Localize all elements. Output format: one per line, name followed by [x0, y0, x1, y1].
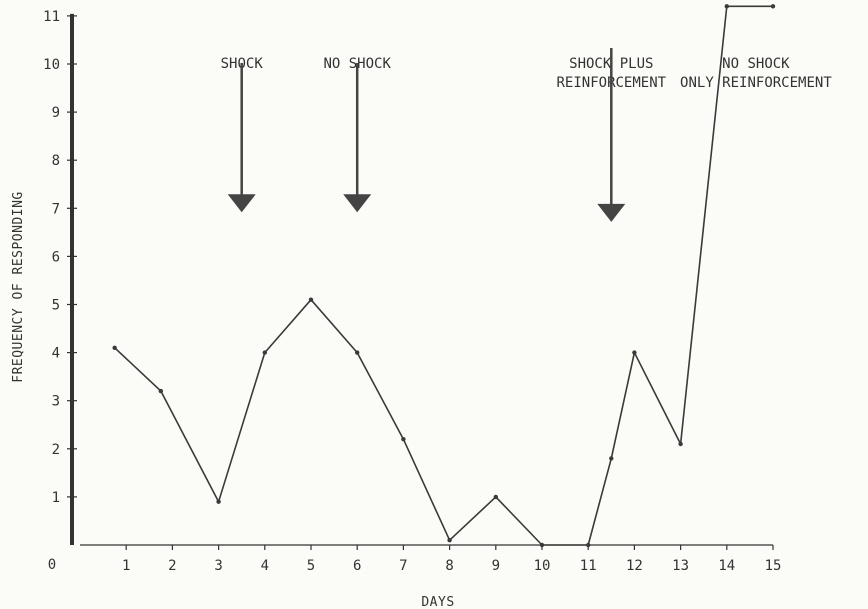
arrow-head: [343, 194, 372, 213]
x-tick-label: 2: [168, 558, 176, 574]
data-point: [632, 350, 637, 355]
y-tick-label: 5: [52, 298, 60, 314]
x-tick-label: 3: [214, 558, 222, 574]
y-tick-label: 7: [52, 201, 60, 217]
data-point: [539, 542, 545, 548]
y-tick-label: 6: [52, 249, 60, 265]
arrow-3: [597, 48, 626, 222]
x-tick-label: 14: [718, 558, 735, 574]
data-point: [158, 388, 164, 394]
y-axis-title: FREQUENCY OF RESPONDING: [11, 191, 26, 383]
annotation-text-line: NO SHOCK: [722, 56, 790, 72]
x-tick-label: 13: [672, 558, 689, 574]
x-tick-label: 15: [765, 558, 782, 574]
data-point: [678, 441, 683, 447]
data-point: [262, 350, 267, 355]
data-point: [724, 4, 729, 9]
arrow-1: [227, 63, 256, 213]
origin-label: 0: [48, 557, 56, 573]
x-tick-label: 1: [122, 558, 130, 574]
data-point: [447, 537, 452, 543]
y-tick-label: 9: [52, 105, 60, 121]
x-tick-label: 8: [445, 558, 453, 574]
y-tick-label: 11: [43, 9, 60, 25]
data-series: [112, 4, 776, 548]
annotation-text-line: ONLY REINFORCEMENT: [680, 75, 832, 91]
x-tick-label: 5: [307, 558, 315, 574]
y-tick-label: 4: [52, 346, 60, 362]
x-tick-label: 11: [580, 558, 597, 574]
x-tick-label: 6: [353, 558, 361, 574]
arrow-head: [597, 203, 626, 222]
y-tick-label: 2: [52, 442, 60, 458]
series-line: [114, 5, 773, 546]
arrow-head: [227, 194, 256, 213]
data-point: [586, 542, 591, 548]
x-tick-label: 7: [399, 558, 407, 574]
data-point: [609, 456, 614, 461]
data-point: [770, 4, 776, 9]
y-tick-label: 10: [43, 57, 60, 73]
data-point: [355, 350, 360, 355]
x-axis-title: DAYS: [421, 595, 454, 609]
x-tick-label: 4: [261, 558, 269, 574]
y-tick-label: 8: [52, 153, 60, 169]
axes: [67, 13, 774, 550]
y-tick-label: 3: [52, 394, 60, 410]
data-point: [216, 499, 221, 504]
x-tick-label: 12: [626, 558, 643, 574]
data-point: [112, 345, 117, 350]
arrow-2: [343, 63, 372, 213]
data-point: [308, 297, 314, 302]
y-tick-label: 1: [52, 490, 60, 506]
annotation-4: NO SHOCK ONLY REINFORCEMENT: [680, 56, 832, 91]
x-tick-label: 10: [534, 558, 551, 574]
data-point: [493, 494, 498, 500]
x-tick-label: 9: [492, 558, 500, 574]
data-point: [401, 436, 406, 442]
